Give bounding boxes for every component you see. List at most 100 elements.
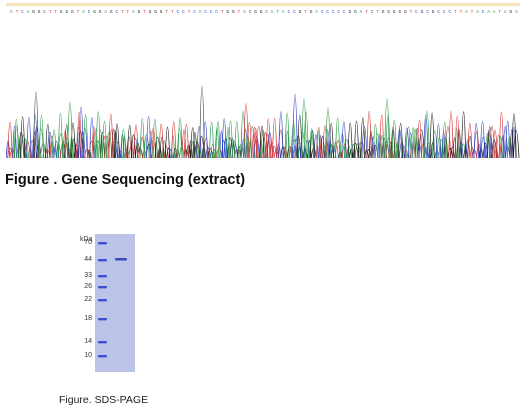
trace-peak <box>442 121 448 159</box>
base-letter: C <box>337 9 340 15</box>
base-letter: C <box>426 9 429 15</box>
base-letter: G <box>399 9 402 15</box>
trace-peak <box>505 120 511 159</box>
trace-peak <box>26 117 32 159</box>
base-letter: G <box>99 9 102 15</box>
trace-peak <box>126 136 132 159</box>
trace-peak <box>176 128 183 159</box>
trace-peak <box>509 129 514 159</box>
trace-peak <box>95 111 101 159</box>
base-letter: G <box>382 9 385 15</box>
trace-peak <box>113 130 118 159</box>
trace-peak <box>70 122 76 159</box>
trace-peak <box>243 103 249 159</box>
base-letter: T <box>171 9 174 15</box>
marker-band <box>98 355 107 358</box>
trace-peak <box>486 130 492 159</box>
gel-background <box>95 234 135 372</box>
trace-peak <box>265 118 271 159</box>
trace-peak <box>444 126 452 159</box>
trace-peak <box>488 125 496 159</box>
base-letter: G <box>110 9 113 15</box>
trace-peak <box>467 123 473 159</box>
trace-peak <box>377 133 383 159</box>
trace-peak <box>89 117 95 159</box>
trace-peak <box>38 115 45 159</box>
trace-peak <box>64 138 71 159</box>
base-letter: G <box>149 9 152 15</box>
base-letter: T <box>410 9 413 15</box>
base-letter: T <box>376 9 379 15</box>
base-letter: C <box>332 9 335 15</box>
base-letter: A <box>27 9 30 15</box>
trace-peak <box>360 117 366 159</box>
mw-label: 44 <box>84 256 92 263</box>
trace-peak <box>341 121 347 159</box>
base-letter: T <box>304 9 307 15</box>
trace-peak <box>328 123 334 159</box>
trace-peak <box>479 120 486 159</box>
trace-peak <box>436 137 442 159</box>
trace-peak <box>400 146 408 159</box>
base-letter: A <box>243 9 246 15</box>
trace-peak <box>361 126 368 159</box>
trace-peak <box>379 115 385 159</box>
base-letter: T <box>143 9 146 15</box>
base-letter: T <box>454 9 457 15</box>
base-letter: G <box>404 9 407 15</box>
trace-peak <box>511 113 517 159</box>
trace-peak <box>316 127 322 159</box>
trace-peak <box>292 93 298 159</box>
trace-peak <box>398 141 405 159</box>
kda-unit-label: kDa <box>80 236 93 243</box>
trace-peak <box>335 118 341 159</box>
base-letter: C <box>482 9 485 15</box>
trace-peak <box>78 106 84 159</box>
trace-peak <box>76 126 81 159</box>
trace-peak <box>492 130 498 159</box>
trace-peak <box>410 127 416 159</box>
trace-peak <box>152 119 158 159</box>
trace-peak <box>100 132 106 159</box>
base-letter: G <box>66 9 69 15</box>
base-letter: C <box>177 9 180 15</box>
trace-peak <box>309 130 315 159</box>
trace-peak <box>192 132 198 159</box>
base-letter: T <box>49 9 52 15</box>
base-letter: G <box>226 9 229 15</box>
trace-peak <box>341 143 348 159</box>
trace-peak <box>414 128 420 159</box>
trace-peak <box>62 130 68 159</box>
trace-peak <box>215 120 221 159</box>
marker-band <box>98 341 107 344</box>
base-letter: C <box>371 9 374 15</box>
trace-peak <box>456 128 462 159</box>
trace-peak <box>487 126 493 159</box>
trace-peak <box>57 112 63 159</box>
trace-peak <box>146 116 152 159</box>
trace-peak <box>278 111 284 159</box>
marker-lane <box>98 242 107 358</box>
trace-peak <box>158 123 164 159</box>
trace-peak <box>27 148 33 159</box>
base-letter: C <box>288 9 291 15</box>
base-letter: C <box>343 9 346 15</box>
trace-peak <box>210 143 215 159</box>
trace-peak <box>450 146 455 159</box>
trace-peak <box>447 147 453 159</box>
base-letter: T <box>471 9 474 15</box>
trace-peak <box>133 124 139 159</box>
trace-peak <box>46 132 53 159</box>
trace-peak <box>45 123 51 159</box>
base-letter: C <box>249 9 252 15</box>
base-letter: T <box>127 9 130 15</box>
trace-peak <box>265 133 271 159</box>
trace-peak <box>73 144 79 159</box>
trace-peak <box>152 141 159 159</box>
base-letter: T <box>16 9 19 15</box>
trace-peak <box>412 128 418 159</box>
base-letter: C <box>182 9 185 15</box>
trace-peak <box>14 125 20 159</box>
base-letter: G <box>71 9 74 15</box>
